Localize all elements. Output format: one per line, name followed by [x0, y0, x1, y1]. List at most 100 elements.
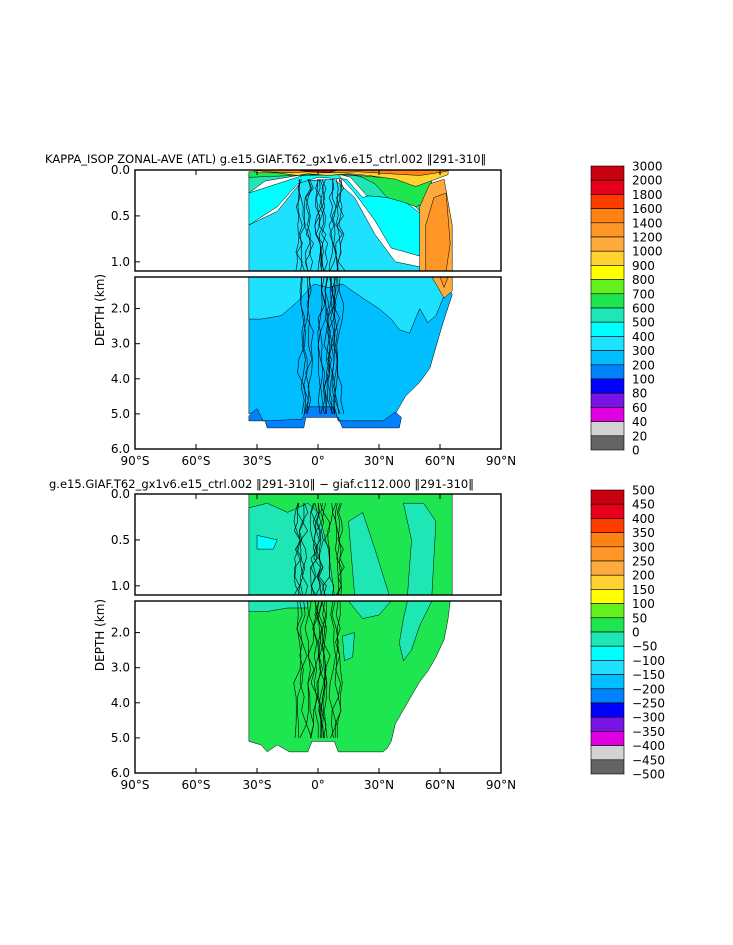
- colorbar-swatch: [590, 407, 625, 422]
- colorbar-swatch: [590, 392, 625, 408]
- y-tick-label: 1.0: [111, 579, 130, 593]
- colorbar-swatch: [590, 336, 625, 351]
- contour-line: [324, 277, 331, 414]
- colorbar-swatch: [590, 350, 625, 366]
- contour-line: [304, 601, 312, 739]
- colorbar-swatch: [590, 279, 625, 295]
- plot-1-x-ticks: 90°S 60°S 30°S 0° 30°N 60°N 90°N: [121, 170, 516, 468]
- colorbar-swatch: [590, 364, 625, 380]
- colorbar-swatch: [590, 631, 625, 647]
- colorbar-label: 400: [632, 512, 655, 526]
- x-tick-label: 30°N: [364, 454, 394, 468]
- colorbar-label: 1400: [632, 216, 663, 230]
- contour-region-lower-1: [248, 406, 402, 429]
- x-tick-label: 60°N: [425, 454, 455, 468]
- colorbar-label: 100: [632, 597, 655, 611]
- colorbar-swatch: [590, 716, 625, 732]
- contour-line: [293, 601, 302, 738]
- colorbar-swatch: [590, 503, 625, 519]
- colorbar-swatch: [590, 250, 625, 266]
- contour-line: [303, 179, 312, 271]
- colorbar-label: 200: [632, 358, 655, 372]
- contour-line: [293, 503, 301, 595]
- contour-line: [313, 503, 322, 595]
- plot-2-title: g.e15.GIAF.T62_gx1v6.e15_ctrl.002 ‖291-3…: [49, 477, 474, 491]
- plot-1-y-ticks: 0.0 0.5 1.0 2.0 3.0 4.0 5.0 6.0: [111, 163, 140, 456]
- colorbar-label: −450: [632, 753, 665, 767]
- contour-line: [328, 601, 337, 739]
- contour-line: [337, 179, 346, 271]
- y-tick-label: 6.0: [111, 766, 130, 780]
- y-tick-label: 0.5: [111, 209, 130, 223]
- contour-line: [336, 601, 343, 738]
- contour-line: [318, 601, 326, 738]
- colorbar-swatch: [590, 435, 625, 451]
- colorbar-label: −300: [632, 711, 665, 725]
- colorbar-label: −200: [632, 682, 665, 696]
- contour-line: [315, 179, 324, 271]
- colorbar-swatch: [590, 702, 625, 718]
- contour-line: [295, 179, 303, 271]
- colorbar-label: 450: [632, 498, 655, 512]
- contour-line: [317, 601, 327, 738]
- colorbar-label: 350: [632, 526, 655, 540]
- plot-2-ylabel: DEPTH (km): [93, 599, 107, 671]
- colorbar-swatch: [590, 731, 625, 746]
- x-tick-label: 90°S: [121, 778, 150, 792]
- x-tick-label: 30°S: [243, 778, 272, 792]
- colorbar-label: 40: [632, 415, 647, 429]
- plot-2-upper-panel-area: [248, 494, 453, 595]
- colorbar-swatch: [590, 293, 625, 309]
- x-tick-label: 0°: [311, 454, 325, 468]
- colorbar-swatch: [590, 321, 625, 337]
- x-tick-label: 30°N: [364, 778, 394, 792]
- colorbar-label: 80: [632, 387, 647, 401]
- contour-line: [318, 503, 327, 595]
- contour-line: [295, 179, 303, 271]
- x-tick-label: 30°S: [243, 454, 272, 468]
- contour-line: [310, 601, 319, 738]
- contour-line: [331, 601, 339, 738]
- plot-1-title: KAPPA_ISOP ZONAL-AVE (ATL) g.e15.GIAF.T6…: [45, 152, 486, 166]
- contour-line: [314, 179, 323, 271]
- contour-line: [318, 601, 327, 738]
- contour-region-upper-5: [256, 534, 278, 550]
- plot-1-upper-panel-area: [248, 170, 453, 271]
- colorbar-label: 400: [632, 330, 655, 344]
- colorbar-label: 60: [632, 401, 647, 415]
- colorbar-swatch: [590, 660, 625, 675]
- y-tick-label: 3.0: [111, 337, 130, 351]
- colorbar-swatch: [590, 688, 625, 704]
- plot-2: g.e15.GIAF.T62_gx1v6.e15_ctrl.002 ‖291-3…: [49, 477, 665, 792]
- plot-2-x-ticks: 90°S 60°S 30°S 0° 30°N 60°N 90°N: [121, 494, 516, 792]
- colorbar-swatch: [590, 265, 625, 280]
- contour-region-lower-7: [439, 277, 449, 289]
- colorbar-swatch: [590, 574, 625, 590]
- plot-1-ylabel: DEPTH (km): [93, 274, 107, 346]
- colorbar-label: 250: [632, 555, 655, 569]
- contour-line: [334, 601, 342, 738]
- contour-line: [307, 601, 315, 738]
- contour-line: [327, 277, 336, 415]
- colorbar-label: 200: [632, 569, 655, 583]
- colorbar-swatch: [590, 165, 625, 181]
- plot-1: KAPPA_ISOP ZONAL-AVE (ATL) g.e15.GIAF.T6…: [45, 152, 663, 468]
- colorbar-label: 300: [632, 344, 655, 358]
- y-tick-label: 5.0: [111, 407, 130, 421]
- contour-region-upper-2: [348, 512, 390, 595]
- colorbar-label: −500: [632, 768, 665, 782]
- colorbar-label: 0: [632, 626, 640, 640]
- colorbar-swatch: [590, 378, 625, 394]
- contour-line: [316, 601, 323, 738]
- colorbar-label: 1600: [632, 202, 663, 216]
- colorbar-label: −100: [632, 654, 665, 668]
- colorbar-label: 600: [632, 302, 655, 316]
- colorbar-label: 150: [632, 583, 655, 597]
- colorbar-swatch: [590, 645, 625, 661]
- colorbar-label: 1800: [632, 188, 663, 202]
- contour-region-upper-9: [252, 170, 451, 176]
- contour-line: [317, 277, 326, 414]
- contour-line: [296, 601, 304, 738]
- contour-line: [328, 179, 338, 271]
- y-tick-label: 2.0: [111, 302, 130, 316]
